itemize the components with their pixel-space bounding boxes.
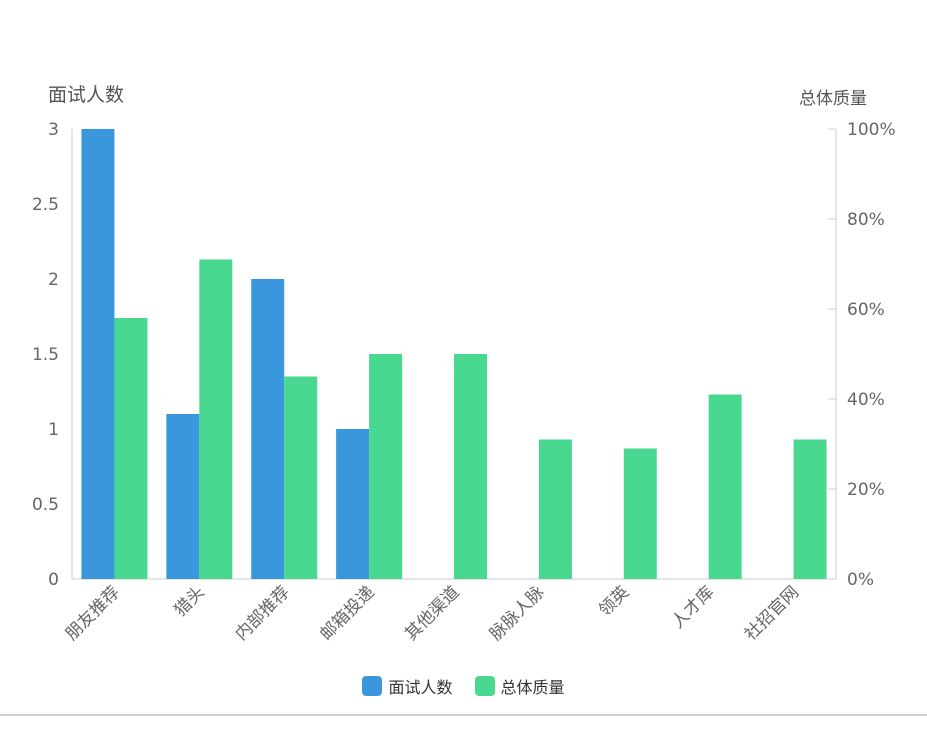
bar-quality xyxy=(538,439,572,579)
left-tick-label: 2.5 xyxy=(32,195,59,215)
x-tick-label: 人才库 xyxy=(668,582,718,632)
legend-item-interviews[interactable]: 面试人数 xyxy=(362,674,453,698)
right-axis-title: 总体质量 xyxy=(799,89,867,109)
right-tick-label: 60% xyxy=(847,300,885,320)
legend-label-quality: 总体质量 xyxy=(500,678,565,697)
bar-quality xyxy=(369,354,403,579)
bar-quality xyxy=(114,318,148,579)
x-tick-label: 朋友推荐 xyxy=(62,582,124,644)
bar-quality xyxy=(454,354,487,579)
bar-quality xyxy=(708,394,742,579)
left-tick-label: 1.5 xyxy=(32,345,59,365)
bar-quality xyxy=(623,448,657,579)
right-tick-label: 80% xyxy=(847,210,885,230)
left-tick-label: 1 xyxy=(48,420,59,440)
bar-interviews xyxy=(81,129,115,579)
bar-interviews xyxy=(336,429,370,579)
bar-quality xyxy=(199,259,233,579)
bar-quality xyxy=(284,376,318,579)
legend-swatch-interviews xyxy=(362,676,383,696)
ticks: 0 0.5 1 1.5 2 2.5 3 0% 20% 40% 60% 80% 100% xyxy=(32,120,896,590)
bar-quality xyxy=(793,439,827,579)
x-tick-label: 其他渠道 xyxy=(401,582,463,644)
bottom-divider xyxy=(0,714,927,716)
left-axis-title: 面试人数 xyxy=(48,84,124,106)
chart: 面试人数 总体质量 0 0.5 1 1.5 2 2.5 3 0% 20% 40% 60% 80% 100… xyxy=(32,84,896,645)
x-tick-label: 内部推荐 xyxy=(232,582,294,644)
legend-label-interviews: 面试人数 xyxy=(388,678,453,697)
bar-interviews xyxy=(251,279,285,579)
x-labels: 朋友推荐 猎头 内部推荐 邮箱投递 其他渠道 脉脉人脉 领英 人才库 社招官网 xyxy=(62,582,803,644)
left-tick-label: 3 xyxy=(48,120,59,140)
left-tick-label: 0 xyxy=(48,570,59,590)
right-tick-label: 100% xyxy=(847,120,896,140)
x-tick-label: 领英 xyxy=(595,582,633,620)
bar-interviews xyxy=(166,414,200,579)
right-tick-label: 0% xyxy=(847,570,874,590)
legend-item-quality[interactable]: 总体质量 xyxy=(474,674,565,698)
x-tick-label: 社招官网 xyxy=(741,582,803,644)
x-tick-label: 脉脉人脉 xyxy=(486,582,548,644)
x-tick-label: 邮箱投递 xyxy=(316,582,378,644)
bars xyxy=(81,129,827,579)
left-tick-label: 0.5 xyxy=(32,495,59,515)
legend-swatch-quality xyxy=(474,676,495,696)
legend: 面试人数 总体质量 xyxy=(0,674,927,698)
left-tick-label: 2 xyxy=(48,270,59,290)
right-tick-label: 20% xyxy=(847,480,885,500)
x-tick-label: 猎头 xyxy=(171,582,209,620)
right-tick-label: 40% xyxy=(847,390,885,410)
